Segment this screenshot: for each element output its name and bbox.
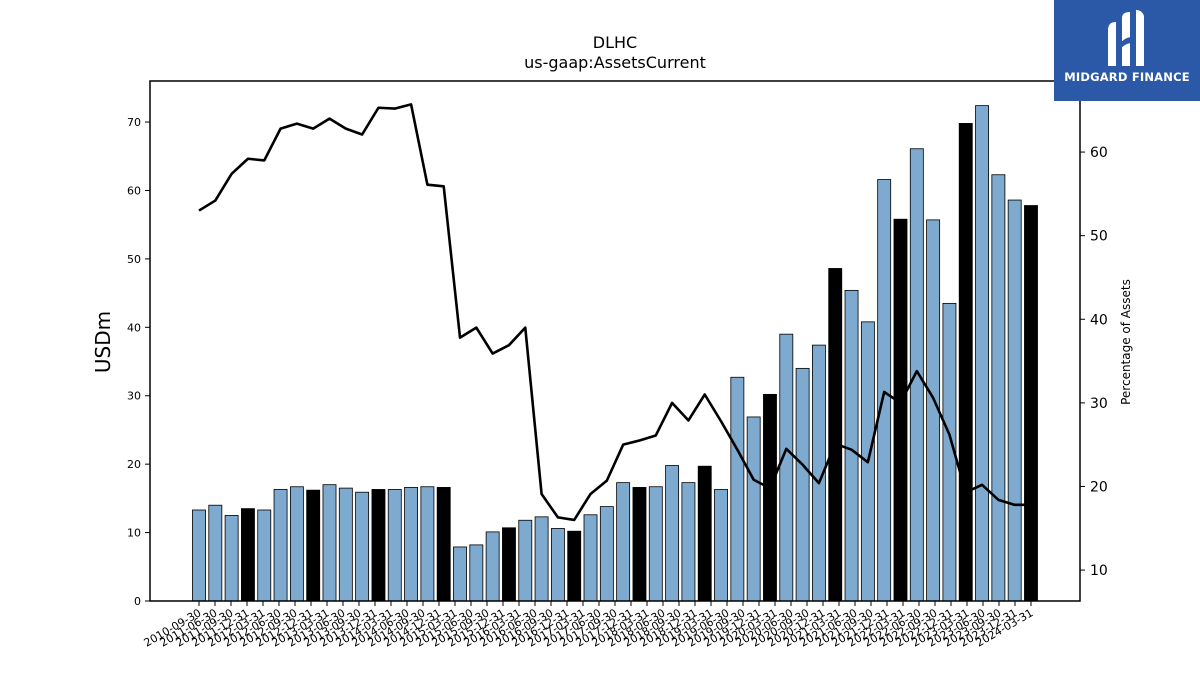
bar-year-end <box>1024 205 1038 602</box>
bar <box>991 174 1006 602</box>
bar <box>665 465 680 602</box>
line-layer <box>198 103 1031 522</box>
bar <box>224 515 239 602</box>
bar-year-end <box>958 123 973 602</box>
bar <box>322 484 337 602</box>
bar <box>648 486 663 602</box>
bar-year-end <box>828 268 843 602</box>
plot-frame <box>149 80 1081 602</box>
bar <box>714 489 728 602</box>
chart-title: DLHC <box>593 33 637 52</box>
y-tick-label: 0 <box>134 595 141 608</box>
bar <box>583 514 598 602</box>
y2-tick-label: 60 <box>1090 145 1108 161</box>
bar <box>289 486 304 602</box>
bar <box>273 489 288 602</box>
bar <box>485 531 500 602</box>
bar <box>1007 199 1022 602</box>
bar-year-end <box>632 487 647 602</box>
bar <box>599 506 614 602</box>
bar <box>795 367 810 602</box>
bar <box>387 489 402 602</box>
midgard-finance-logo: MIDGARD FINANCE <box>1054 0 1200 101</box>
bar <box>550 528 565 602</box>
bar-year-end <box>567 530 582 602</box>
y2-tick-label: 20 <box>1090 479 1108 495</box>
y-tick-label: 10 <box>127 527 141 540</box>
bar <box>192 509 206 602</box>
bar <box>469 544 484 602</box>
midgard-logo-icon <box>1108 10 1144 66</box>
y2-tick-label: 10 <box>1090 563 1108 579</box>
bar-year-end <box>436 487 451 602</box>
bar <box>518 519 533 602</box>
y2-tick-label: 50 <box>1090 229 1108 245</box>
bar <box>338 487 353 602</box>
bar-year-end <box>763 393 777 602</box>
chart-subtitle: us-gaap:AssetsCurrent <box>524 53 706 72</box>
bar <box>877 179 892 602</box>
bar <box>534 516 549 602</box>
y-tick-label: 70 <box>127 116 141 129</box>
bar <box>909 148 924 602</box>
bar <box>208 504 223 602</box>
bar-year-end <box>241 508 255 602</box>
bar-year-end <box>306 489 321 602</box>
bar <box>779 333 794 602</box>
y-tick-label: 20 <box>127 458 141 471</box>
bar <box>453 546 467 602</box>
y-tick-label: 60 <box>127 184 141 197</box>
y-tick-label: 40 <box>127 321 141 334</box>
y2-tick-label: 40 <box>1090 312 1108 328</box>
bar <box>404 487 418 602</box>
y-tick-label: 30 <box>127 390 141 403</box>
bars-layer <box>192 105 1038 602</box>
bar-year-end <box>502 527 516 602</box>
percentage-line <box>198 103 1031 522</box>
bar <box>681 482 696 602</box>
brand-name: MIDGARD FINANCE <box>1064 70 1190 84</box>
bar-year-end <box>893 218 908 602</box>
bar-year-end <box>371 489 386 602</box>
bar <box>746 416 761 602</box>
axes-layer: 0102030405060701020304050602010-09-30201… <box>127 80 1108 650</box>
y2-axis-label: Percentage of Assets <box>1119 279 1133 405</box>
bar <box>355 491 370 602</box>
bar <box>730 376 745 602</box>
bar-year-end <box>697 465 712 602</box>
y-tick-label: 50 <box>127 253 141 266</box>
bar <box>616 482 631 602</box>
y-axis-label: USDm <box>91 311 115 373</box>
bar <box>975 105 989 602</box>
bar <box>420 486 435 602</box>
y2-tick-label: 30 <box>1090 396 1108 412</box>
bar <box>257 509 272 602</box>
bar <box>844 289 859 602</box>
